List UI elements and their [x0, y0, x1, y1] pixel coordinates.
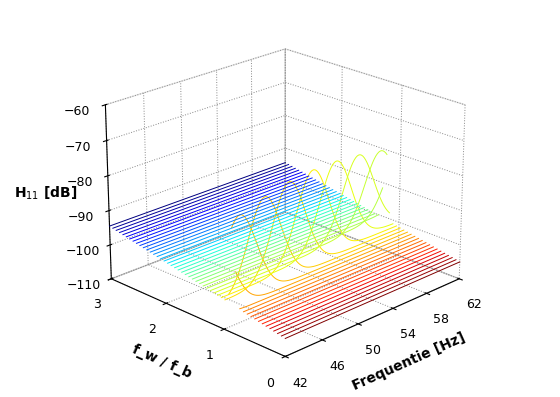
Y-axis label: f_w / f_b: f_w / f_b	[129, 342, 193, 381]
X-axis label: Frequentie [Hz]: Frequentie [Hz]	[351, 330, 468, 393]
